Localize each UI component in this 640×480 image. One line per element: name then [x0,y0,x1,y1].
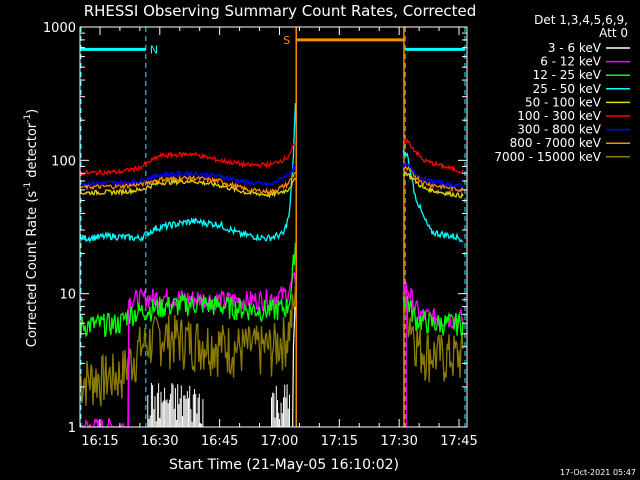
series-line [80,138,464,177]
x-tick-label: 17:45 [440,434,477,449]
y-axis: 1 10 100 1000 [43,21,467,436]
y-tick-label: 1 [68,421,76,436]
chart-title: RHESSI Observing Summary Count Rates, Co… [84,2,477,20]
series-line [80,242,464,339]
legend-entry-label: 100 - 300 keV [517,109,601,123]
x-axis: 16:15 16:30 16:45 17:00 17:15 17:30 17:45 [81,27,478,449]
legend-entry-label: 7000 - 15000 keV [494,150,601,164]
legend-entry-label: 25 - 50 keV [533,82,602,96]
low-energy-spike [292,306,296,427]
x-tick-label: 17:15 [321,434,358,449]
plot-frame [79,26,468,428]
legend-entry-label: 800 - 7000 keV [510,136,602,150]
legend-entry-label: 12 - 25 keV [533,68,602,82]
y-axis-label-end: ) [25,109,40,114]
legend-entry-label: 6 - 12 keV [540,55,602,69]
legend-entry-label: 50 - 100 keV [525,95,602,109]
x-tick-label: 16:45 [201,434,238,449]
y-axis-label-main: Corrected Count Rate (s [25,191,40,348]
series-layer [80,103,464,427]
y-tick-label: 100 [51,154,76,169]
x-tick-label: 16:15 [81,434,118,449]
y-axis-label-mid: detector [25,122,40,182]
night-label: N [150,43,158,56]
series-line [80,172,464,199]
legend-entry-label: 300 - 800 keV [517,123,601,137]
series-line [80,162,464,189]
x-axis-label: Start Time (21-May-05 16:10:02) [169,457,399,473]
x-tick-label: 16:30 [141,434,178,449]
timestamp-footer: 17-Oct-2021 05:47 [560,468,636,477]
x-tick-label: 17:30 [380,434,417,449]
legend-entry-label: 3 - 6 keV [548,41,602,55]
y-tick-label: 1000 [43,21,76,36]
annotation-layer: NS [80,27,466,427]
series-line [80,103,464,244]
y-axis-label-sup1: -1 [23,182,33,191]
y-axis-label: Corrected Count Rate (s-1 detector-1) [23,109,40,347]
legend-header-line1: Det 1,3,4,5,6,9, [534,13,628,27]
y-axis-label-sup2: -1 [23,114,33,123]
series-line [80,284,464,407]
legend-header-line2: Att 0 [599,26,628,40]
x-tick-label: 17:00 [261,434,298,449]
y-tick-label: 10 [59,288,76,303]
saa-label: S [283,34,290,47]
